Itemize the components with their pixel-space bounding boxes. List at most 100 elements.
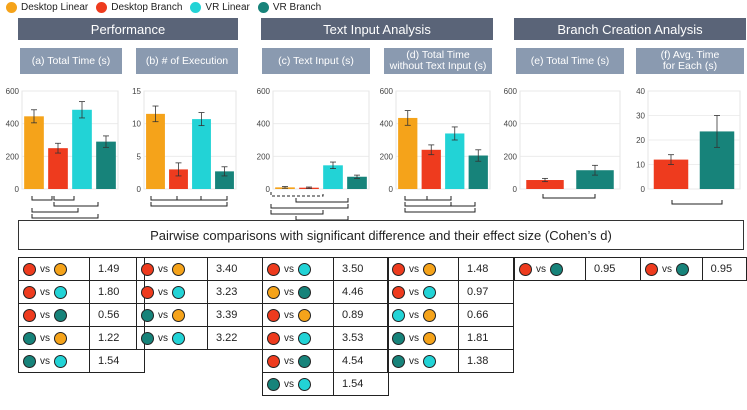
pair-cell: vs <box>136 257 208 281</box>
bar <box>468 155 488 189</box>
y-tick-label: 0 <box>15 185 20 194</box>
bar <box>421 149 441 189</box>
comparison-table-d: vs 1.48 vs 0.97 vs 0.66 vs 1.81 vs 1.38 <box>387 257 514 373</box>
chart-panel-f: 0 10 20 30 40 <box>628 83 744 213</box>
comparison-row: vs 3.50 <box>262 257 389 281</box>
condition-circle-icon <box>298 331 311 345</box>
significance-brackets <box>31 192 723 221</box>
y-tick-label: 5 <box>137 152 142 161</box>
chart-d: 0 200 400 600 <box>380 87 491 194</box>
condition-circle-icon <box>298 354 311 368</box>
bracket <box>295 198 349 203</box>
y-tick-label: 0 <box>137 185 142 194</box>
legend-dot-icon <box>96 2 108 13</box>
comparison-row: vs 1.22 <box>18 326 145 350</box>
condition-circle-icon <box>172 262 185 276</box>
condition-circle-icon <box>423 285 436 299</box>
bar <box>323 165 343 189</box>
vs-label: vs <box>158 263 168 275</box>
pair-cell: vs <box>262 326 334 350</box>
condition-circle-icon <box>267 262 280 276</box>
bracket <box>270 210 324 215</box>
condition-circle-icon <box>54 308 67 322</box>
chart-c: 0 200 400 600 <box>257 87 370 194</box>
effect-size-value: 0.95 <box>701 257 747 281</box>
condition-circle-icon <box>23 262 36 276</box>
condition-circle-icon <box>23 308 36 322</box>
chart-panel-d: 0 200 400 600 <box>376 83 494 213</box>
legend-label: Desktop Branch <box>111 2 183 13</box>
vs-label: vs <box>409 263 419 275</box>
pair-cell: vs <box>136 280 208 304</box>
chart-a: 0 200 400 600 <box>6 87 119 194</box>
condition-circle-icon <box>298 377 311 391</box>
panel-title-d-line2: without Text Input (s) <box>389 60 487 72</box>
effect-size-value: 0.95 <box>585 257 641 281</box>
condition-circle-icon <box>392 354 405 368</box>
y-tick-label: 200 <box>6 152 20 161</box>
vs-label: vs <box>158 332 168 344</box>
vs-label: vs <box>284 286 294 298</box>
plot-area <box>272 90 370 190</box>
chart-b: 0 5 10 15 <box>132 87 237 194</box>
pair-cell: vs <box>18 303 90 327</box>
y-tick-label: 200 <box>504 152 518 161</box>
pair-cell: vs <box>262 280 334 304</box>
pair-cell: vs <box>18 257 90 281</box>
comparison-row: vs 3.40 <box>136 257 263 281</box>
legend-item-vr-branch: VR Branch <box>257 2 322 13</box>
comparison-row: vs 1.54 <box>262 372 389 396</box>
comparison-row: vs 0.95 <box>640 257 747 281</box>
bracket <box>450 202 476 207</box>
condition-circle-icon <box>392 285 405 299</box>
comparison-row: vs 1.80 <box>18 280 145 304</box>
y-tick-label: 600 <box>504 87 518 96</box>
effect-size-value: 1.80 <box>89 280 145 304</box>
pair-cell: vs <box>387 326 459 350</box>
effect-size-value: 0.66 <box>458 303 514 327</box>
vs-label: vs <box>284 263 294 275</box>
condition-circle-icon <box>267 308 280 322</box>
y-tick-label: 0 <box>513 185 518 194</box>
comparison-table-b: vs 3.40 vs 3.23 vs 3.39 vs 3.22 <box>136 257 263 350</box>
panel-title-e: (e) Total Time (s) <box>516 48 624 74</box>
bar <box>526 180 564 189</box>
pair-cell: vs <box>387 349 459 373</box>
vs-label: vs <box>284 378 294 390</box>
condition-circle-icon <box>392 308 405 322</box>
vs-label: vs <box>40 286 50 298</box>
bracket <box>671 200 723 205</box>
condition-circle-icon <box>23 331 36 345</box>
group-banner-text-input: Text Input Analysis <box>261 18 493 40</box>
pair-cell: vs <box>387 257 459 281</box>
effect-size-value: 3.53 <box>333 326 389 350</box>
vs-label: vs <box>40 309 50 321</box>
bracket <box>150 202 228 207</box>
comparison-row: vs 3.39 <box>136 303 263 327</box>
y-tick-label: 10 <box>132 120 141 129</box>
effect-size-value: 1.54 <box>333 372 389 396</box>
comparison-row: vs 1.48 <box>387 257 514 281</box>
comparison-row: vs 0.56 <box>18 303 145 327</box>
bracket <box>31 214 99 219</box>
legend-label: VR Branch <box>272 2 322 13</box>
condition-circle-icon <box>550 262 563 276</box>
effect-size-value: 0.89 <box>333 303 389 327</box>
vs-label: vs <box>284 332 294 344</box>
bar <box>576 170 614 189</box>
condition-circle-icon <box>423 308 436 322</box>
condition-circle-icon <box>519 262 532 276</box>
effect-size-value: 1.49 <box>89 257 145 281</box>
comparison-row: vs 4.54 <box>262 349 389 373</box>
effect-size-value: 4.54 <box>333 349 389 373</box>
pair-cell: vs <box>262 372 334 396</box>
comparison-row: vs 0.95 <box>514 257 641 281</box>
condition-circle-icon <box>172 285 185 299</box>
legend-dot-icon <box>257 2 269 13</box>
pair-cell: vs <box>262 349 334 373</box>
y-tick-label: 30 <box>636 112 645 121</box>
comparison-row: vs 1.54 <box>18 349 145 373</box>
vs-label: vs <box>284 355 294 367</box>
group-banner-performance: Performance <box>18 18 238 40</box>
legend-item-vr-linear: VR Linear <box>190 2 250 13</box>
